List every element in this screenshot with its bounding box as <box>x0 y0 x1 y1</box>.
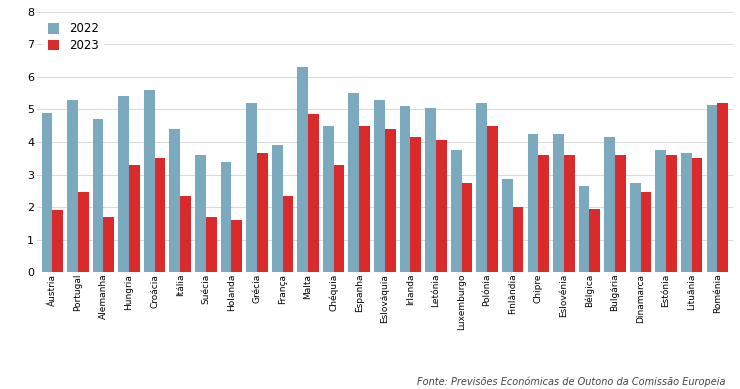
Bar <box>564 155 574 272</box>
Bar <box>513 207 523 272</box>
Bar <box>334 165 344 272</box>
Bar <box>579 186 589 272</box>
Bar <box>308 114 319 272</box>
Bar <box>589 209 600 272</box>
Bar <box>477 103 487 272</box>
Bar <box>221 161 232 272</box>
Bar <box>385 129 396 272</box>
Bar <box>400 106 411 272</box>
Bar <box>181 196 191 272</box>
Bar <box>528 134 538 272</box>
Bar <box>283 196 293 272</box>
Bar <box>425 108 436 272</box>
Bar <box>232 220 242 272</box>
Bar <box>78 193 89 272</box>
Bar <box>155 158 165 272</box>
Bar <box>717 103 728 272</box>
Bar <box>257 153 268 272</box>
Bar <box>41 113 53 272</box>
Bar <box>206 217 217 272</box>
Bar <box>104 217 114 272</box>
Bar <box>487 126 498 272</box>
Bar <box>374 100 385 272</box>
Text: Fonte: Previsões Económicas de Outono da Comissão Europeia: Fonte: Previsões Económicas de Outono da… <box>417 377 725 387</box>
Bar <box>666 155 677 272</box>
Bar <box>118 96 129 272</box>
Bar <box>411 137 421 272</box>
Bar <box>630 183 641 272</box>
Bar <box>692 158 702 272</box>
Bar <box>436 140 447 272</box>
Bar <box>553 134 564 272</box>
Bar <box>681 153 692 272</box>
Bar <box>297 67 308 272</box>
Bar <box>538 155 549 272</box>
Bar <box>359 126 370 272</box>
Bar <box>144 90 155 272</box>
Bar <box>641 193 651 272</box>
Bar <box>53 210 63 272</box>
Bar <box>615 155 626 272</box>
Bar <box>451 150 462 272</box>
Bar <box>92 119 104 272</box>
Bar <box>656 150 666 272</box>
Bar <box>349 93 359 272</box>
Bar <box>323 126 334 272</box>
Bar <box>195 155 206 272</box>
Bar <box>462 183 472 272</box>
Bar <box>246 103 257 272</box>
Bar <box>605 137 615 272</box>
Legend: 2022, 2023: 2022, 2023 <box>43 18 104 56</box>
Bar <box>707 105 717 272</box>
Bar <box>67 100 78 272</box>
Bar <box>129 165 140 272</box>
Bar <box>272 145 283 272</box>
Bar <box>169 129 181 272</box>
Bar <box>502 179 513 272</box>
